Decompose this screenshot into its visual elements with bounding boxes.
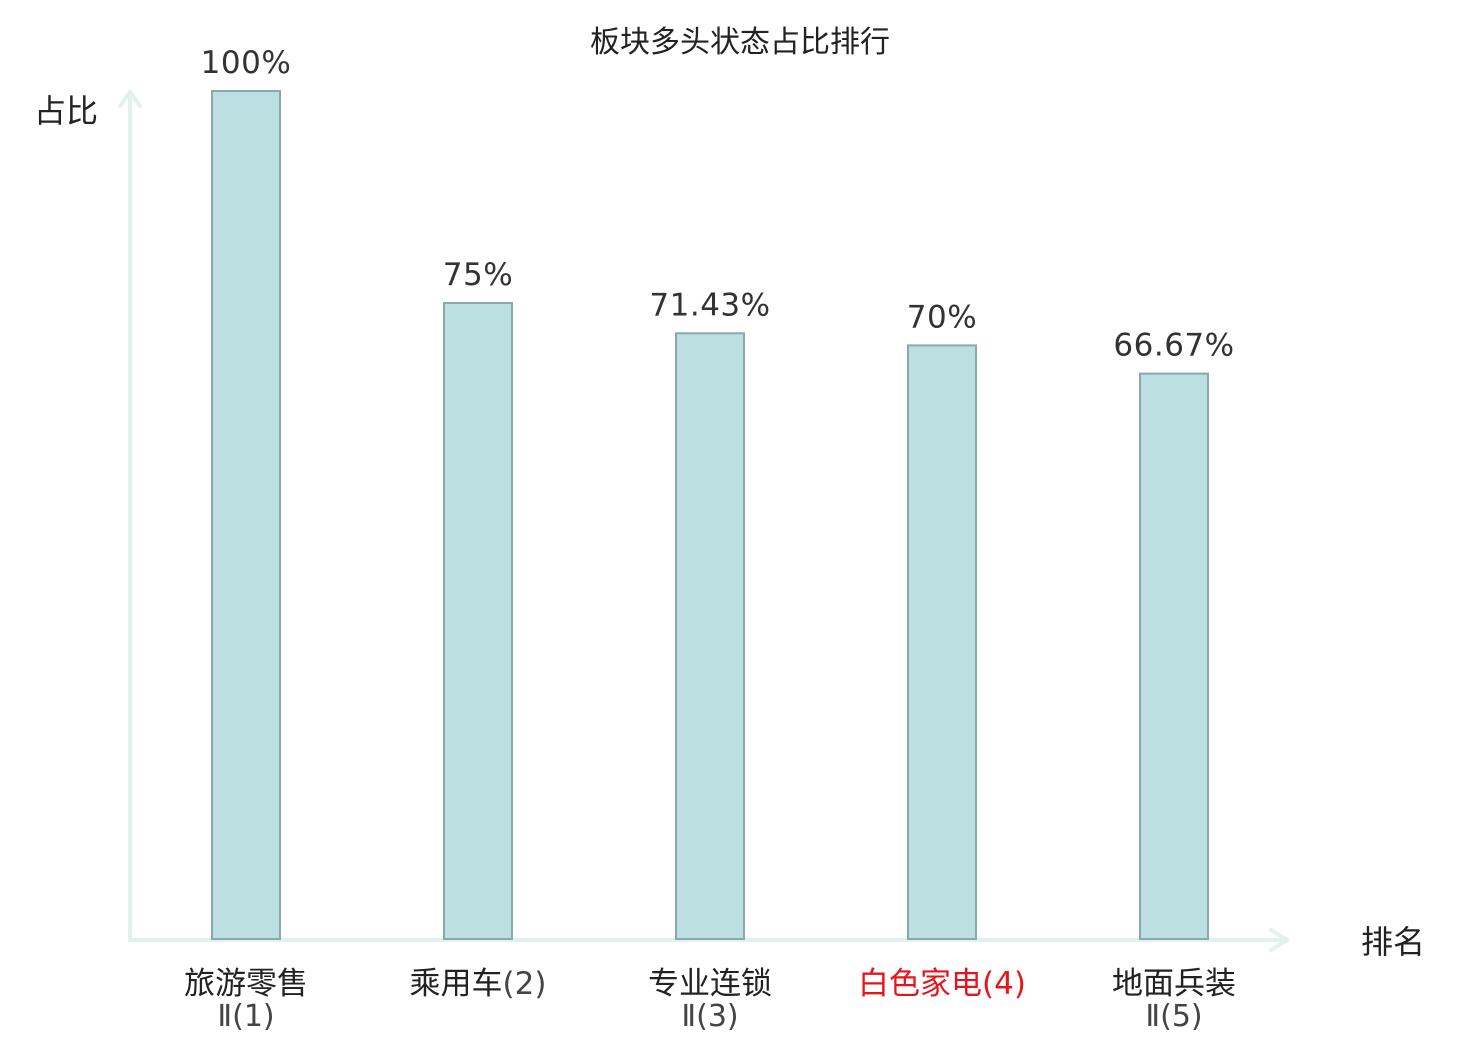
category-label: 地面兵装 (1112, 966, 1236, 1002)
y-axis-label: 占比 (34, 92, 98, 130)
x-axis-arrow (1269, 928, 1289, 952)
category-name: 乘用车 (410, 966, 503, 1002)
bar-value-label: 75% (443, 257, 513, 293)
category-label: 乘用车(2) (410, 966, 547, 1002)
bar-value-label: 71.43% (649, 287, 770, 323)
x-axis-label: 排名 (1361, 923, 1425, 961)
category-rank-label: Ⅱ(5) (1145, 999, 1202, 1034)
bar (1139, 372, 1209, 940)
category-label: 旅游零售 (184, 966, 308, 1002)
category-rank-label: Ⅱ(1) (217, 999, 274, 1034)
value-label-group: 100% 75% 71.43% 70% 66.67% (201, 45, 1234, 364)
category-rank: (4) (982, 966, 1026, 1002)
bar (443, 302, 513, 940)
bar-group (211, 90, 1209, 940)
bar (675, 332, 745, 940)
chart-title: 板块多头状态占比排行 (590, 25, 890, 60)
category-name: 白色家电 (858, 966, 982, 1002)
y-axis-arrow (118, 90, 142, 108)
bar-value-label: 100% (201, 45, 292, 81)
bar (211, 90, 281, 940)
category-rank-label: Ⅱ(3) (681, 999, 738, 1034)
bar (907, 344, 977, 940)
bar-value-label: 70% (907, 299, 977, 335)
bar-value-label: 66.67% (1113, 328, 1234, 364)
category-label: 专业连锁 (648, 966, 772, 1002)
category-rank: (2) (503, 966, 547, 1002)
category-label: 白色家电(4) (858, 966, 1026, 1002)
